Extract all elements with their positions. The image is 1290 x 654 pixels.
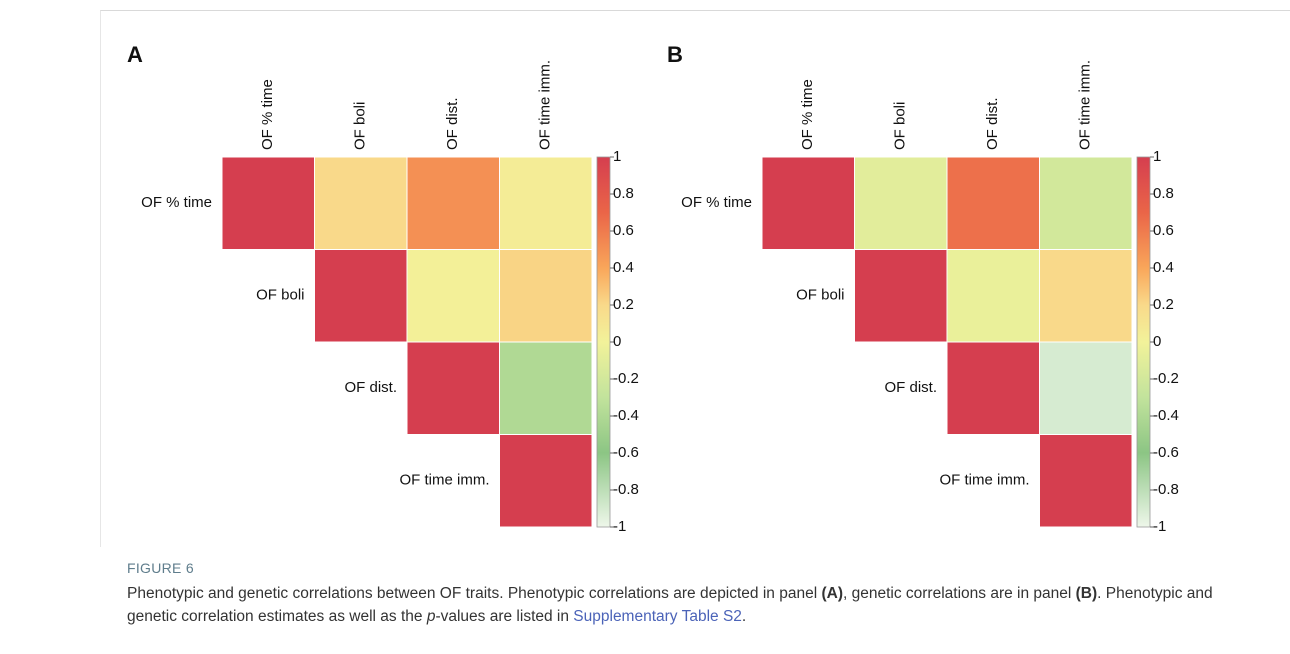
column-label: OF dist. (984, 97, 1001, 150)
heatmap-cell (314, 249, 408, 343)
column-label: OF boli (352, 102, 369, 150)
heatmap-cell (406, 156, 500, 250)
heatmap-cell (499, 249, 593, 343)
colorbar-tick-label: 0.2 (613, 296, 634, 313)
figure: A OF % time OF % time OF boli OF boli OF dist… (127, 42, 1179, 535)
heatmap-cell (854, 156, 948, 250)
colorbar-tick-label: -0.2 (613, 370, 639, 387)
row-label: OF time imm. (400, 472, 490, 489)
heatmap-cell (946, 341, 1040, 435)
caption-text: Phenotypic and genetic correlations betw… (127, 582, 1247, 628)
caption-part: . Phenotypic and genetic correlation est… (127, 585, 1213, 625)
colorbar-tick-label: 1 (1153, 148, 1161, 165)
heatmap-cell (406, 249, 500, 343)
column-label: OF dist. (444, 97, 461, 150)
heatmap-cell (946, 156, 1040, 250)
row-label: OF boli (796, 287, 844, 304)
heatmap-cell (499, 341, 593, 435)
heatmap-cell (314, 156, 408, 250)
row-label: OF dist. (344, 379, 397, 396)
colorbar-tick-label: 0.4 (1153, 259, 1174, 276)
caption-part: -values are listed in (435, 608, 574, 625)
colorbar-tick-label: -1 (1153, 518, 1166, 535)
column-label: OF % time (259, 79, 276, 150)
colorbar-tick-label: 0.6 (1153, 222, 1174, 239)
row-label: OF boli (256, 287, 304, 304)
colorbar-tick-label: 0.4 (613, 259, 634, 276)
row-label: OF % time (141, 194, 212, 211)
heatmap-cell (1039, 341, 1133, 435)
colorbar-tick-label: 0.8 (1153, 185, 1174, 202)
colorbar-tick-label: -0.6 (613, 444, 639, 461)
column-label: OF % time (799, 79, 816, 150)
column-label: OF time imm. (1077, 60, 1094, 150)
caption-part: Phenotypic and genetic correlations betw… (127, 585, 822, 602)
heatmap-cell (946, 249, 1040, 343)
heatmap-cell (1039, 249, 1133, 343)
figure-frame (100, 10, 1290, 547)
column-label: OF boli (892, 102, 909, 150)
colorbar-tick-label: -0.8 (1153, 481, 1179, 498)
caption-part: , genetic correlations are in panel (843, 585, 1076, 602)
panel-label: B (667, 42, 683, 67)
caption-part: (A) (821, 585, 843, 602)
caption: FIGURE 6 Phenotypic and genetic correlat… (127, 560, 1247, 628)
panel-label: A (127, 42, 143, 67)
colorbar-tick-label: 0.8 (613, 185, 634, 202)
colorbar-tick-label: 0 (1153, 333, 1161, 350)
colorbar-tick-label: -0.6 (1153, 444, 1179, 461)
caption-part: p (426, 608, 436, 625)
heatmap-cell (406, 341, 500, 435)
heatmap-cell (761, 156, 855, 250)
row-label: OF time imm. (940, 472, 1030, 489)
row-label: OF % time (681, 194, 752, 211)
caption-part: (B) (1075, 585, 1098, 602)
heatmap-cell (499, 434, 593, 528)
heatmap-cell (854, 249, 948, 343)
colorbar-tick-label: 0.6 (613, 222, 634, 239)
colorbar (1136, 156, 1151, 528)
caption-part: . (741, 608, 747, 625)
column-label: OF time imm. (537, 60, 554, 150)
figure-label: FIGURE 6 (127, 560, 194, 576)
colorbar-tick-label: -0.4 (613, 407, 639, 424)
colorbar-tick-label: -1 (613, 518, 626, 535)
colorbar (596, 156, 611, 528)
row-label: OF dist. (884, 379, 937, 396)
caption-link[interactable]: Supplementary Table S2 (573, 608, 742, 625)
heatmap-cell (499, 156, 593, 250)
colorbar-tick-label: -0.4 (1153, 407, 1179, 424)
heatmap-cell (1039, 434, 1133, 528)
colorbar-tick-label: 0 (613, 333, 621, 350)
colorbar-tick-label: -0.2 (1153, 370, 1179, 387)
colorbar-tick-label: 0.2 (1153, 296, 1174, 313)
heatmap-cell (221, 156, 315, 250)
colorbar-tick-label: -0.8 (613, 481, 639, 498)
heatmap-cell (1039, 156, 1133, 250)
colorbar-tick-label: 1 (613, 148, 621, 165)
